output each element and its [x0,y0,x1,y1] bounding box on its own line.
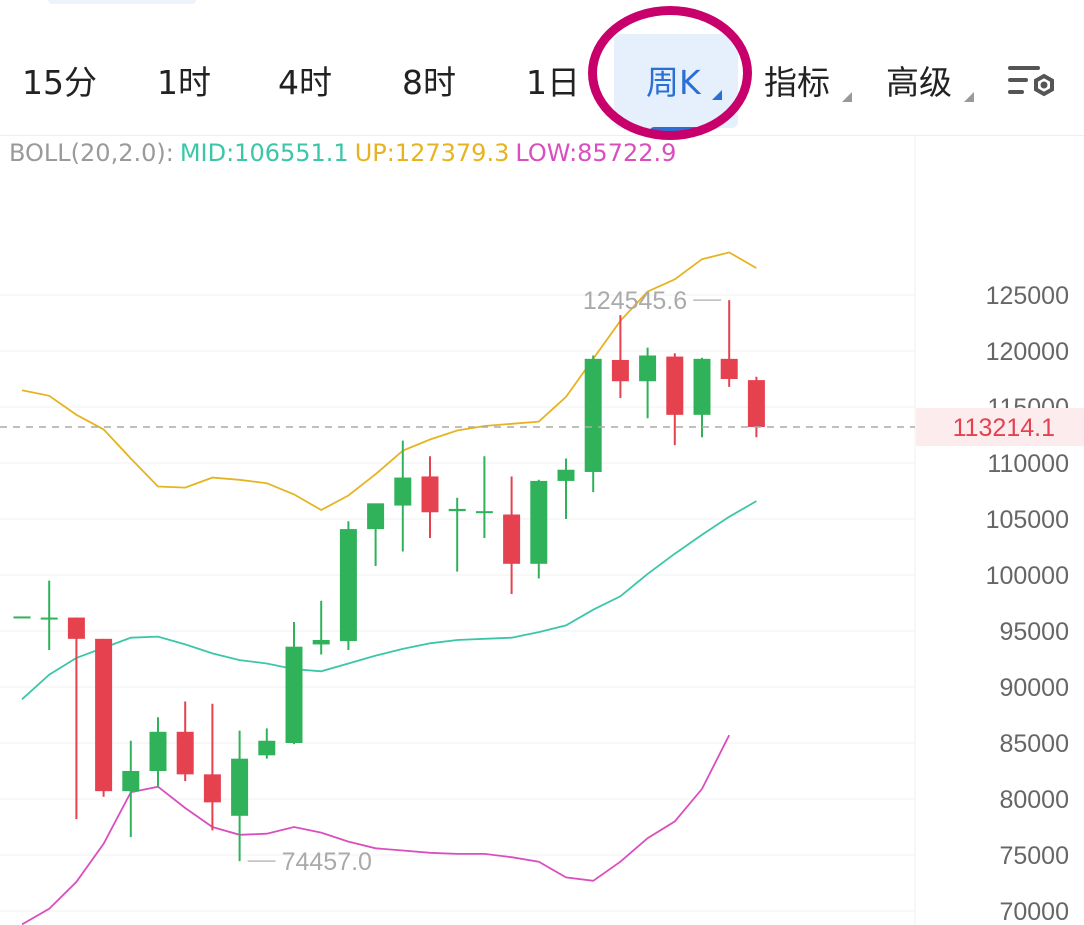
candle-body [176,731,194,775]
active-tab-background [614,34,738,128]
tab-advanced[interactable]: 高级 [886,63,952,102]
current-price-tag [916,408,1084,447]
candle-body [666,356,684,415]
candle-body [95,638,113,792]
candle-body [258,740,276,756]
current-price-label: 113214.1 [953,414,1055,442]
candle-body [40,617,58,620]
candle-body [720,358,738,379]
candle-body [122,771,140,792]
candle-body [611,359,629,382]
boll-mid-line [21,500,757,700]
candle-body [203,774,221,803]
advanced-caret-icon [964,92,974,102]
candle-body [285,646,303,743]
y-axis-tick-label: 80000 [999,786,1069,814]
boll-label: BOLL(20,2.0): [9,139,174,167]
y-axis-tick-label: 120000 [986,338,1069,366]
tab-15m[interactable]: 15分 [22,63,97,102]
candle-body [67,617,85,639]
tab-weekly[interactable]: 周K [646,63,701,102]
boll-legend: BOLL(20,2.0): MID:106551.1 UP:127379.3 LOW:… [9,139,682,167]
top-stub [48,0,196,4]
candle-body [693,358,711,415]
tab-4h[interactable]: 4时 [278,63,332,102]
candle-body [367,503,385,530]
y-axis-tick-label: 105000 [986,506,1069,534]
y-axis-tick-label: 100000 [986,562,1069,590]
indicators-caret-icon [842,92,852,102]
candle-body [557,469,575,481]
candle-body [394,477,412,506]
timeframe-tab-bar: 15分 1时 4时 8时 1日 周K 指标 高级 [0,0,1084,136]
candle-body [421,476,439,513]
boll-up-value: UP:127379.3 [354,139,510,167]
candle-body [530,480,548,564]
candle-body [339,529,357,642]
candle-body [231,758,249,816]
candle-body [448,508,466,512]
y-axis-tick-label: 125000 [986,282,1069,310]
y-axis-tick-label: 85000 [999,730,1069,758]
weekly-dropdown-caret-icon [712,90,722,100]
y-axis-tick-label: 70000 [999,898,1069,925]
candle-body [149,731,167,771]
boll-mid-value: MID:106551.1 [179,139,349,167]
boll-lower-line [21,734,731,925]
candle-body [584,358,602,472]
tab-8h[interactable]: 8时 [402,63,456,102]
candle-body [13,616,31,619]
y-axis-tick-label: 95000 [999,618,1069,646]
chart-settings-icon[interactable] [1006,62,1058,102]
candle-body [747,380,765,428]
tab-1d[interactable]: 1日 [526,63,580,102]
boll-low-value: LOW:85722.9 [515,139,677,167]
candle-body [639,355,657,382]
y-axis-tick-label: 90000 [999,674,1069,702]
tab-1h[interactable]: 1时 [157,63,211,102]
y-axis-tick-label: 110000 [987,450,1069,478]
max-price-label: 124545.6 [583,287,687,315]
y-axis-tick-label: 75000 [999,842,1069,870]
candle-body [503,514,521,564]
boll-upper-line [21,251,757,512]
min-price-label: 74457.0 [282,848,372,876]
candle-body [475,511,493,514]
candle-body [312,639,330,645]
tab-indicators[interactable]: 指标 [764,63,830,102]
